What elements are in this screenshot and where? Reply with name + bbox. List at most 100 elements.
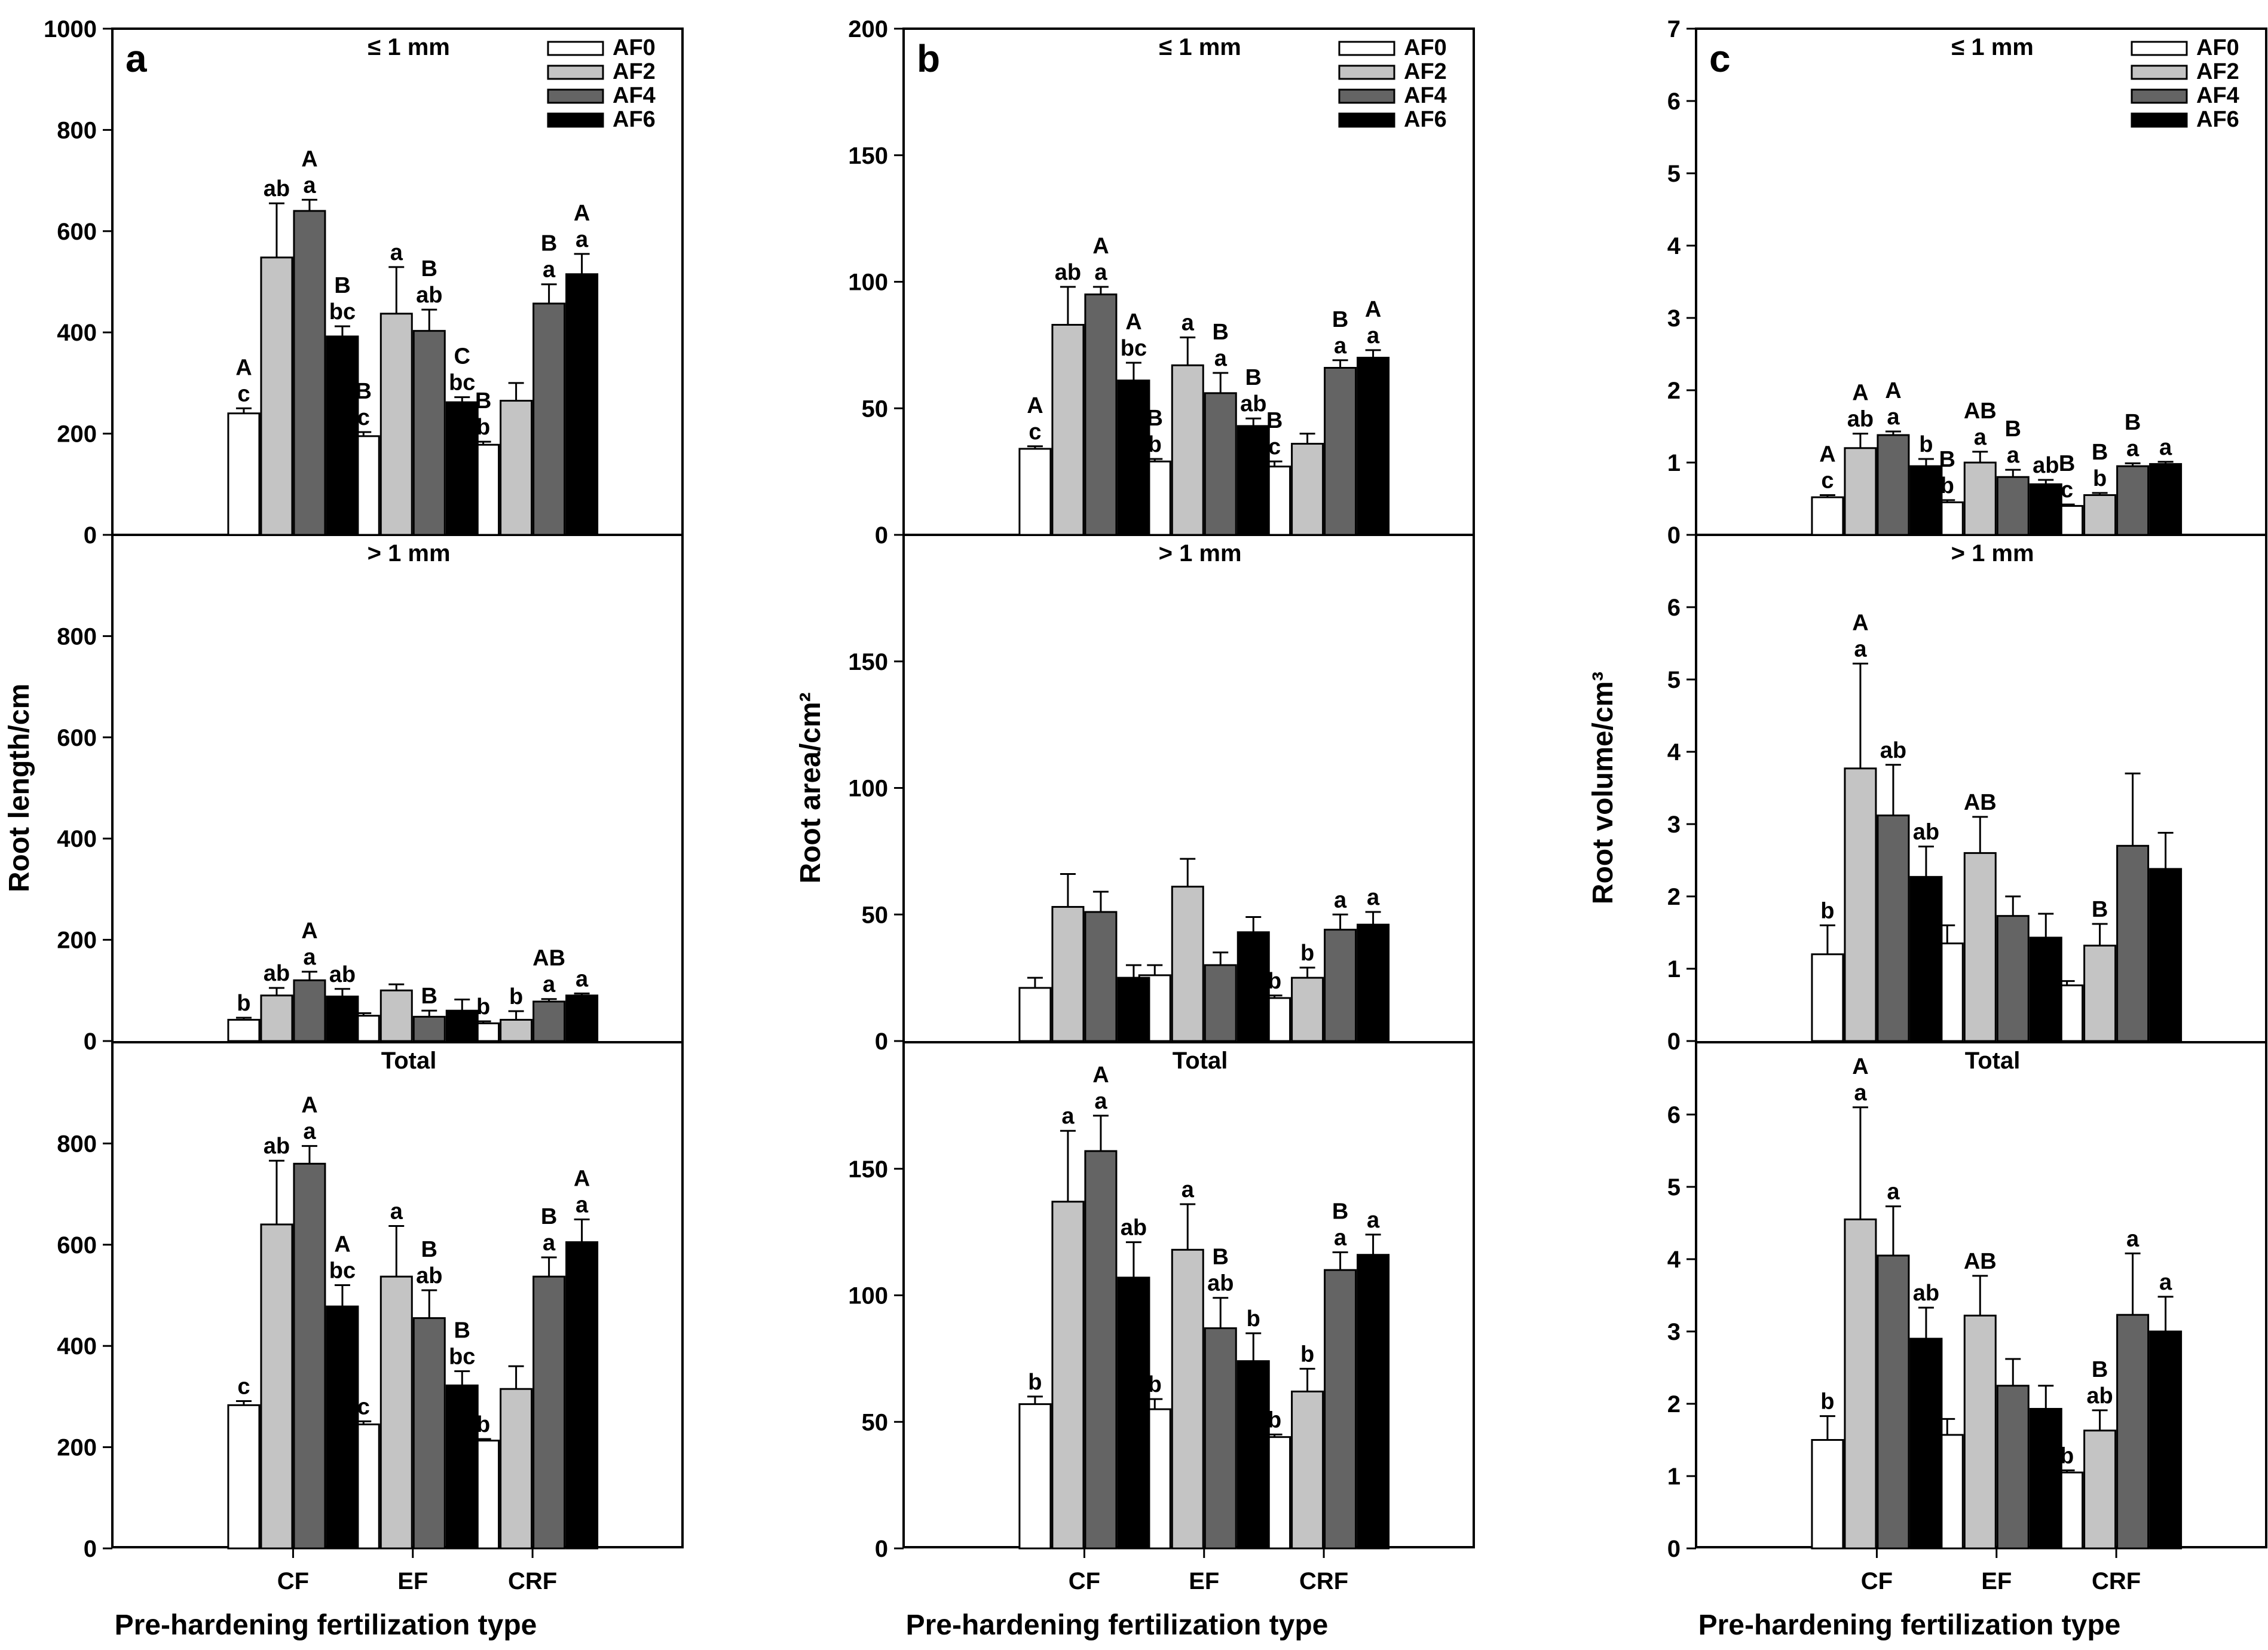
significance-label: B [1213,1245,1229,1270]
legend-swatch [1338,65,1395,80]
y-tick-label: 150 [848,143,888,169]
significance-label: ab [1121,1216,1147,1241]
bar-af0 [1811,1439,1844,1550]
x-tick-label: CRF [2092,1568,2141,1594]
significance-label: a [1367,323,1380,348]
bar-af2 [500,1388,533,1550]
legend-label: AF4 [613,83,656,108]
bar-af2 [500,400,533,536]
y-tick-label: 200 [848,16,888,42]
bar-af4 [1204,392,1237,536]
significance-label: b [1268,969,1281,994]
significance-label: a [303,1119,316,1144]
bar-af0 [227,412,261,536]
significance-label: A [574,1166,590,1191]
significance-label: a [303,945,316,970]
y-tick-label: 0 [875,522,888,549]
row-title: Total [1965,1048,2021,1074]
significance-label: A [235,355,252,380]
legend-label: AF0 [1404,35,1447,60]
bar-af2 [379,989,413,1042]
y-tick-label: 5 [1667,161,1681,187]
bar-af2 [500,1018,533,1042]
significance-label: a [1182,311,1195,336]
significance-label: a [2159,435,2172,460]
y-axis-title: Root length/cm [4,684,35,892]
bar-af2 [260,256,293,536]
bar-af6 [565,994,599,1042]
bar-af2 [379,1275,413,1550]
x-tick-label: CF [1861,1568,1893,1594]
bar-af2 [1844,447,1877,536]
legend-label: AF4 [2196,83,2239,108]
y-tick-label: 0 [1667,1536,1681,1562]
legend-swatch [547,88,604,104]
significance-label: a [390,240,403,265]
significance-label: ab [1240,391,1266,417]
y-tick-label: 2 [1667,378,1681,404]
row-title: ≤ 1 mm [1951,34,2034,60]
significance-label: bc [1121,336,1147,361]
bar-af2 [2083,494,2117,536]
significance-label: ab [264,1134,290,1159]
significance-label: B [2092,1357,2108,1382]
legend-swatch [2131,88,2188,104]
significance-label: A [334,1232,350,1257]
bar-af2 [260,1223,293,1550]
y-tick-label: 600 [57,1232,97,1259]
y-tick-label: 3 [1667,305,1681,332]
significance-label: b [1148,1372,1162,1397]
significance-label: ab [264,176,290,201]
bar-af2 [1171,886,1204,1042]
significance-label: a [1334,333,1347,359]
significance-label: a [1094,260,1107,285]
y-tick-label: 4 [1667,1247,1681,1273]
y-tick-label: 6 [1667,88,1681,115]
bar-af4 [532,1275,566,1550]
bar-af4 [532,302,566,536]
significance-label: B [2092,440,2108,465]
bar-af2 [1291,443,1324,536]
significance-label: A [1092,1063,1109,1088]
y-axis-title: Root area/cm² [795,692,827,883]
significance-label: bc [329,1259,356,1284]
y-tick-label: 600 [57,219,97,245]
bar-af2 [1844,767,1877,1042]
panel-c: c Root volume/cm³ Pre-hardening fertilizat… [1587,16,2267,1641]
bar-af6 [2149,463,2183,536]
x-tick-label: EF [1981,1568,2012,1594]
x-tick-label: CF [277,1568,309,1594]
significance-label: A [1125,310,1141,335]
significance-label: a [1094,1089,1107,1114]
bar-af2 [1291,976,1324,1042]
y-tick-label: 100 [848,270,888,296]
significance-label: b [1820,898,1834,923]
row-title: ≤ 1 mm [368,34,450,60]
y-tick-label: 6 [1667,1102,1681,1128]
significance-label: B [2005,417,2021,442]
significance-label: B [2059,451,2075,476]
bar-af4 [1996,1385,2030,1550]
significance-label: ab [1913,820,1939,845]
y-tick-label: 100 [848,776,888,802]
row-title: > 1 mm [1159,540,1242,567]
significance-label: b [476,415,490,440]
bar-af4 [2116,844,2150,1042]
bar-af6 [565,273,599,536]
bar-af6 [1357,1254,1390,1550]
significance-label: B [2092,897,2108,922]
significance-label: a [576,966,589,991]
significance-label: B [1332,1199,1348,1225]
y-tick-label: 1 [1667,956,1681,982]
bar-af2 [1963,1314,1997,1550]
bar-af4 [1996,915,2030,1042]
bar-af2 [1963,461,1997,536]
significance-label: ab [1055,260,1081,285]
significance-label: bc [329,299,356,325]
bar-af6 [1117,976,1150,1042]
significance-label: b [1820,1389,1834,1415]
significance-label: a [2159,1270,2172,1295]
significance-label: a [1334,1226,1347,1251]
bar-af4 [1877,434,1910,536]
y-tick-label: 200 [57,421,97,448]
